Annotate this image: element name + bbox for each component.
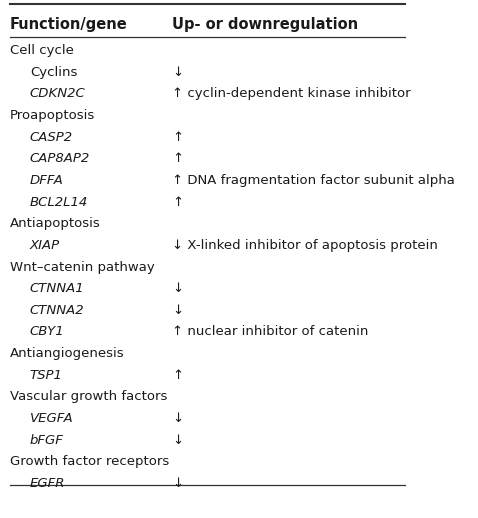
Text: CAP8AP2: CAP8AP2 xyxy=(30,152,90,165)
Text: ↓: ↓ xyxy=(173,304,184,317)
Text: CASP2: CASP2 xyxy=(30,131,73,143)
Text: EGFR: EGFR xyxy=(30,477,65,490)
Text: Antiangiogenesis: Antiangiogenesis xyxy=(10,347,124,360)
Text: ↑ nuclear inhibitor of catenin: ↑ nuclear inhibitor of catenin xyxy=(173,325,369,338)
Text: Proapoptosis: Proapoptosis xyxy=(10,109,95,122)
Text: ↓: ↓ xyxy=(173,412,184,425)
Text: ↑ DNA fragmentation factor subunit alpha: ↑ DNA fragmentation factor subunit alpha xyxy=(173,174,455,187)
Text: BCL2L14: BCL2L14 xyxy=(30,196,88,209)
Text: Growth factor receptors: Growth factor receptors xyxy=(10,455,169,468)
Text: ↓ X-linked inhibitor of apoptosis protein: ↓ X-linked inhibitor of apoptosis protei… xyxy=(173,239,438,252)
Text: ↑ cyclin-dependent kinase inhibitor: ↑ cyclin-dependent kinase inhibitor xyxy=(173,88,411,100)
Text: ↑: ↑ xyxy=(173,152,184,165)
Text: CDKN2C: CDKN2C xyxy=(30,88,86,100)
Text: ↑: ↑ xyxy=(173,196,184,209)
Text: ↑: ↑ xyxy=(173,369,184,382)
Text: Up- or downregulation: Up- or downregulation xyxy=(173,17,358,32)
Text: Antiapoptosis: Antiapoptosis xyxy=(10,217,100,231)
Text: XIAP: XIAP xyxy=(30,239,60,252)
Text: ↓: ↓ xyxy=(173,434,184,447)
Text: Vascular growth factors: Vascular growth factors xyxy=(10,391,167,404)
Text: ↓: ↓ xyxy=(173,66,184,79)
Text: Function/gene: Function/gene xyxy=(10,17,127,32)
Text: DFFA: DFFA xyxy=(30,174,64,187)
Text: CTNNA2: CTNNA2 xyxy=(30,304,85,317)
Text: Cell cycle: Cell cycle xyxy=(10,44,74,57)
Text: bFGF: bFGF xyxy=(30,434,64,447)
Text: ↓: ↓ xyxy=(173,282,184,295)
Text: TSP1: TSP1 xyxy=(30,369,63,382)
Text: ↓: ↓ xyxy=(173,477,184,490)
Text: CTNNA1: CTNNA1 xyxy=(30,282,85,295)
Text: ↑: ↑ xyxy=(173,131,184,143)
Text: CBY1: CBY1 xyxy=(30,325,65,338)
Text: VEGFA: VEGFA xyxy=(30,412,74,425)
Text: Cyclins: Cyclins xyxy=(30,66,77,79)
Text: Wnt–catenin pathway: Wnt–catenin pathway xyxy=(10,261,154,274)
